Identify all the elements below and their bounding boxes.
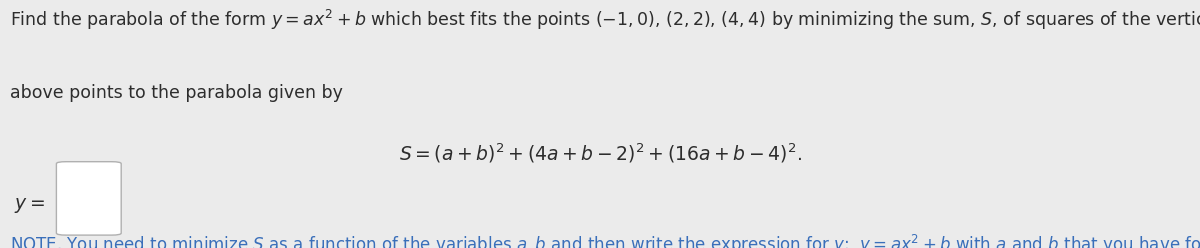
Text: Find the parabola of the form $y = ax^2 + b$ which best fits the points $(-1, 0): Find the parabola of the form $y = ax^2 … [10,7,1200,31]
Text: NOTE. You need to minimize $S$ as a function of the variables $a, b$ and then wr: NOTE. You need to minimize $S$ as a func… [10,233,1200,248]
FancyBboxPatch shape [56,162,121,235]
Text: $y =$: $y =$ [14,196,46,215]
Text: $S = (a + b)^2 + (4a + b - 2)^2 + (16a + b - 4)^2.$: $S = (a + b)^2 + (4a + b - 2)^2 + (16a +… [398,141,802,165]
Text: above points to the parabola given by: above points to the parabola given by [10,84,342,102]
